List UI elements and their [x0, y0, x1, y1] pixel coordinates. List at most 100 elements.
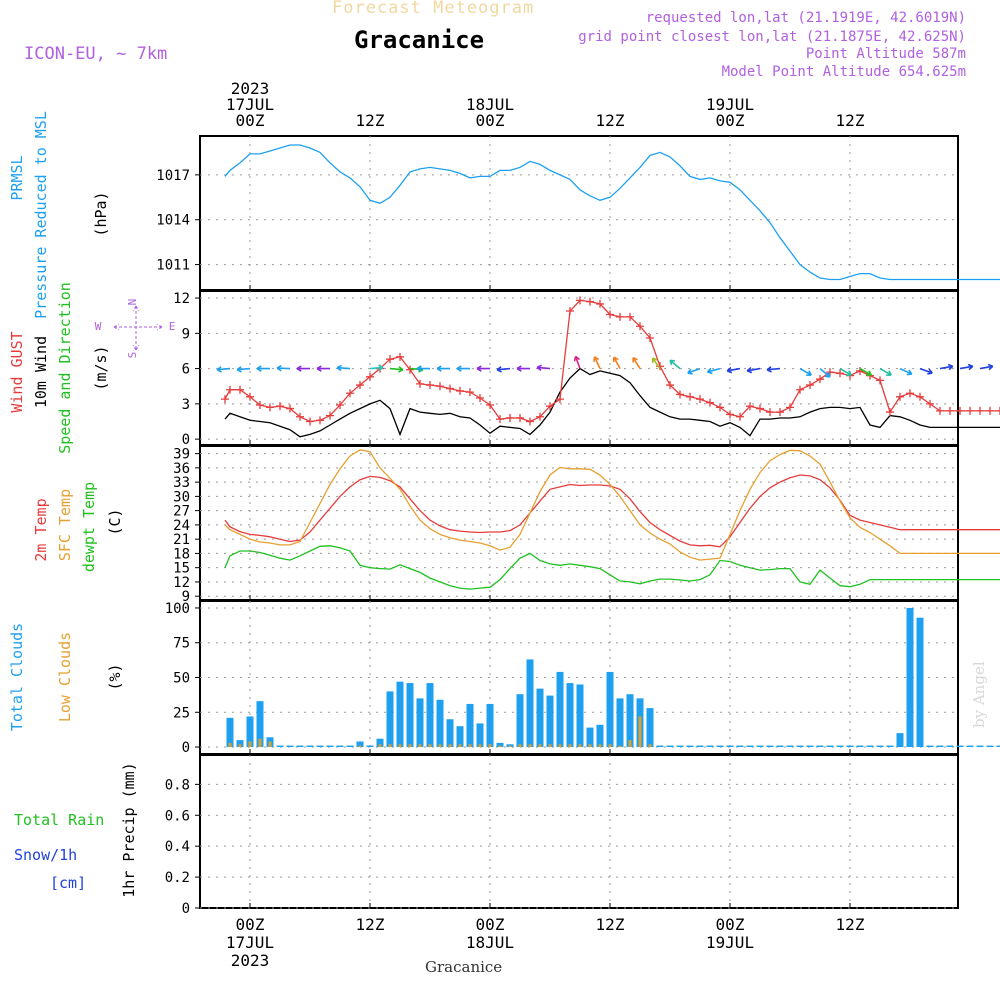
low-cloud-bar — [378, 744, 382, 748]
y-tick-label: 100 — [165, 601, 190, 617]
gust-marker — [766, 408, 774, 417]
gust-marker — [786, 403, 794, 412]
y-tick-label: 33 — [173, 475, 190, 491]
gust-marker — [221, 395, 229, 404]
total-cloud-bar — [546, 695, 554, 748]
wind-arrow — [819, 367, 831, 378]
grid-point-coords: grid point closest lon,lat (21.1875E, 42… — [578, 29, 966, 45]
gust-label: Wind GUST — [8, 331, 26, 412]
gust-marker — [266, 403, 274, 412]
wind-arrow — [766, 366, 781, 373]
low-cloud-bar — [468, 744, 472, 748]
total-cloud-bar — [826, 745, 834, 748]
wind-arrow — [593, 356, 601, 369]
y-tick-label: 24 — [173, 518, 190, 534]
gust-marker — [696, 395, 704, 404]
y-tick-label: 0 — [182, 901, 190, 917]
wind-label: 10m Wind — [32, 336, 50, 408]
compass-w: W — [95, 320, 102, 333]
wind-unit: (m/s) — [92, 345, 110, 390]
total-cloud-bar — [566, 683, 574, 748]
top-time-label: 00Z — [236, 111, 265, 130]
total-cloud-bar — [236, 740, 244, 748]
total-cloud-bar — [476, 723, 484, 748]
total-cloud-bar — [336, 745, 344, 748]
wind-arrow — [336, 364, 351, 372]
gust-marker — [476, 393, 484, 402]
low-cloud-bar — [248, 741, 252, 748]
gust-marker — [446, 384, 454, 393]
temp-2m-label: 2m Temp — [32, 498, 50, 561]
panel-clouds: 0 25 50 75 100 — [165, 600, 959, 756]
y-tick-label: 75 — [173, 636, 190, 652]
total-clouds-label: Total Clouds — [8, 623, 26, 731]
y-tick-label: 0.2 — [165, 870, 190, 886]
bottom-time-label: 17JUL — [226, 933, 274, 952]
bottom-time-label: 2023 — [231, 951, 270, 970]
top-time-label: 18JUL — [466, 95, 514, 114]
total-cloud-bar — [686, 745, 694, 748]
low-cloud-bar — [498, 745, 502, 748]
gust-marker — [736, 412, 744, 421]
gust-marker — [236, 385, 244, 394]
low-cloud-bar — [618, 745, 622, 748]
low-cloud-bar — [538, 744, 542, 748]
total-cloud-bar — [696, 745, 704, 748]
total-cloud-bar — [656, 745, 664, 748]
dewpoint-line — [224, 545, 1000, 590]
gust-marker — [536, 412, 544, 421]
y-tick-label: 0 — [182, 432, 190, 448]
gust-marker — [366, 372, 374, 381]
bottom-time-label: 00Z — [716, 915, 745, 934]
y-tick-label: 3 — [182, 397, 190, 413]
total-cloud-bar — [906, 607, 914, 748]
compass-e: E — [169, 320, 176, 333]
gust-marker — [466, 388, 474, 397]
total-cloud-bar — [996, 745, 1000, 748]
low-cloud-bar — [518, 744, 522, 748]
total-cloud-bar — [346, 745, 354, 748]
total-cloud-bar — [626, 694, 634, 748]
point-altitude: Point Altitude 587m — [805, 46, 966, 62]
wind-arrow — [496, 366, 511, 373]
gust-marker — [276, 402, 284, 411]
compass-arrows — [113, 305, 163, 351]
y-tick-label: 50 — [173, 671, 190, 687]
top-time-label: 12Z — [356, 111, 385, 130]
total-cloud-bar — [956, 745, 964, 748]
pressure-label: PRMSL — [8, 155, 26, 200]
gust-marker — [556, 395, 564, 404]
total-cloud-bar — [746, 745, 754, 748]
y-tick-label: 36 — [173, 461, 190, 477]
total-cloud-bar — [706, 745, 714, 748]
gust-marker — [566, 306, 574, 315]
cloud-unit: (%) — [106, 663, 124, 690]
wind-arrow — [879, 367, 892, 376]
total-cloud-bar — [276, 745, 284, 748]
gust-marker — [256, 401, 264, 410]
total-cloud-bar — [456, 726, 464, 748]
gust-marker — [406, 365, 414, 374]
total-cloud-bar — [876, 745, 884, 748]
gust-marker — [516, 413, 524, 422]
gust-marker — [996, 406, 1000, 415]
total-cloud-bar — [766, 745, 774, 748]
wind-arrow — [687, 367, 701, 375]
gust-marker — [246, 392, 254, 401]
bottom-time-label: 00Z — [476, 915, 505, 934]
gust-marker — [806, 381, 814, 390]
gust-marker — [956, 406, 964, 415]
y-tick-label: 0.8 — [165, 777, 190, 793]
location-title: Gracanice — [354, 26, 485, 54]
total-cloud-bar — [606, 671, 614, 748]
pressure-label-long: Pressure Reduced to MSL — [32, 111, 50, 319]
wind-arrow — [839, 367, 852, 376]
gust-marker — [296, 412, 304, 421]
gust-marker — [906, 389, 914, 398]
compass-s: S — [126, 352, 139, 359]
total-cloud-bar — [226, 717, 234, 748]
total-cloud-bar — [756, 745, 764, 748]
requested-coords: requested lon,lat (21.1919E, 42.6019N) — [645, 10, 966, 26]
